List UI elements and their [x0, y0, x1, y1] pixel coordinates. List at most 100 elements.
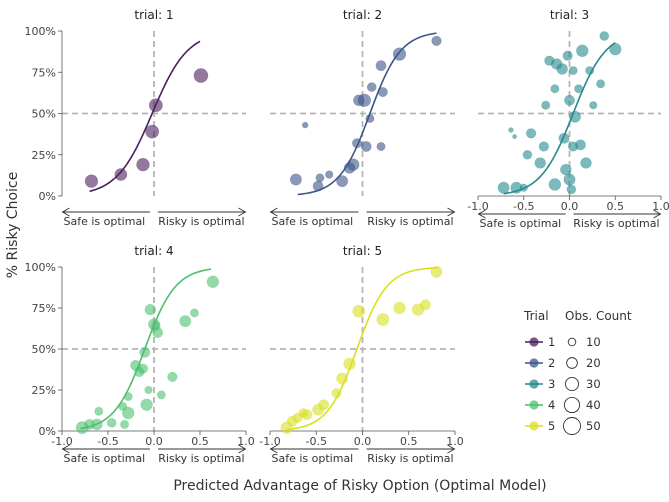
arrow-right-head	[238, 444, 247, 454]
data-point	[522, 149, 533, 160]
data-points	[280, 265, 443, 434]
data-point	[122, 406, 135, 420]
arrow-left-head	[269, 207, 278, 217]
panel-title: trial: 3	[550, 8, 589, 22]
y-tick-label: 25%	[32, 149, 56, 162]
x-tick-label: 1.0	[237, 435, 255, 448]
y-tick-label: 100%	[25, 25, 56, 38]
arrow-right-label: Risky is optimal	[158, 452, 244, 465]
panel-trial-1: trial: 1 0% 25% 50% 75% 100% Safe is optimal Ri…	[25, 8, 247, 228]
x-tick-label: -1.0	[259, 435, 280, 448]
x-tick-label: -0.5	[97, 435, 118, 448]
x-tick-label: 0.5	[400, 435, 418, 448]
data-point	[508, 127, 514, 133]
direction-arrows: Safe is optimal Risky is optimal	[269, 207, 456, 228]
x-tick-label: -0.5	[306, 435, 327, 448]
chart-panels: trial: 10%25%50%75%100%Safe is optimal Ri…	[25, 8, 669, 465]
data-point	[541, 100, 551, 110]
legend-size-circle	[564, 376, 580, 392]
data-point	[167, 371, 178, 382]
x-tick-label: 1.0	[652, 200, 669, 213]
data-point	[106, 417, 117, 428]
arrow-right-head	[653, 209, 662, 219]
legend-item-trial-1: 1	[525, 335, 555, 349]
y-tick-label: 0%	[39, 425, 56, 438]
data-point	[376, 142, 386, 151]
data-point	[301, 409, 313, 420]
data-point	[538, 141, 549, 152]
panel-trial-4: trial: 4 0% 25% 50% 75% 100% -1.0 -0.5 0.0 0.5 1.0…	[25, 244, 255, 465]
data-point	[289, 173, 302, 186]
data-point	[375, 60, 387, 72]
y-tick-label: 0%	[39, 190, 56, 203]
data-points	[75, 275, 220, 435]
x-tick-label: -1.0	[467, 200, 488, 213]
data-point	[84, 174, 99, 188]
legend-size-circle	[563, 396, 581, 414]
data-points	[497, 31, 622, 195]
data-points	[84, 68, 209, 188]
arrow-right-head	[447, 207, 456, 217]
data-point	[140, 398, 153, 411]
x-axis-title: Predicted Advantage of Risky Option (Opt…	[173, 478, 546, 494]
arrow-left-label: Safe is optimal	[272, 215, 354, 228]
data-point	[318, 399, 330, 411]
y-tick-label: 75%	[32, 302, 56, 315]
legend-item-trial-3: 3	[525, 377, 555, 391]
y-tick-label: 25%	[32, 384, 56, 397]
direction-arrows: Safe is optimal Risky is optimal	[61, 207, 247, 228]
legend-swatch-dot	[529, 379, 539, 389]
data-point	[179, 315, 192, 328]
legend-swatch-dot	[529, 337, 539, 347]
fit-curve	[503, 42, 616, 195]
legend-size-label: 10	[586, 335, 601, 349]
data-point	[193, 68, 209, 83]
y-tick-label: 100%	[25, 261, 56, 274]
arrow-right-head	[447, 444, 456, 454]
arrow-right-label: Risky is optimal	[367, 215, 453, 228]
legend-size-10: 10	[567, 335, 601, 349]
fit-curve	[286, 266, 439, 431]
legend-trial-title: Trial	[523, 309, 549, 323]
data-point	[376, 313, 390, 326]
data-point	[589, 101, 598, 110]
panel-title: trial: 2	[343, 8, 382, 22]
x-tick-label: -1.0	[51, 435, 72, 448]
data-point	[352, 304, 366, 318]
panel-title: trial: 5	[343, 244, 382, 258]
data-point	[144, 385, 153, 395]
data-point	[568, 66, 578, 76]
data-point	[136, 157, 150, 172]
arrow-left-label: Safe is optimal	[64, 215, 146, 228]
data-point	[301, 121, 309, 129]
arrow-left-label: Safe is optimal	[64, 452, 146, 465]
legend-trial-label: 5	[548, 419, 555, 433]
data-point	[206, 275, 220, 288]
legend-item-trial-4: 4	[525, 398, 555, 412]
legend-size-circle	[567, 337, 577, 347]
data-point	[419, 299, 431, 311]
legend-trial-label: 2	[548, 356, 555, 370]
legend-item-trial-2: 2	[525, 356, 555, 370]
fit-curve	[297, 32, 437, 196]
arrow-right-label: Risky is optimal	[573, 217, 659, 230]
arrow-left-head	[269, 444, 278, 454]
legend-size-label: 30	[586, 377, 601, 391]
data-point	[575, 139, 586, 151]
data-point	[580, 157, 592, 169]
legend-swatch-dot	[529, 358, 539, 368]
legend-trial-label: 1	[548, 335, 555, 349]
data-point	[560, 163, 572, 176]
data-point	[576, 44, 589, 57]
x-tick-label: 1.0	[446, 435, 464, 448]
data-point	[550, 84, 560, 94]
data-point	[156, 390, 166, 400]
data-point	[548, 178, 562, 191]
legend-size-20: 20	[566, 356, 601, 370]
legend-size-title: Obs. Count	[565, 309, 632, 323]
legend-size-label: 20	[586, 356, 601, 370]
x-tick-label: -0.5	[513, 200, 534, 213]
